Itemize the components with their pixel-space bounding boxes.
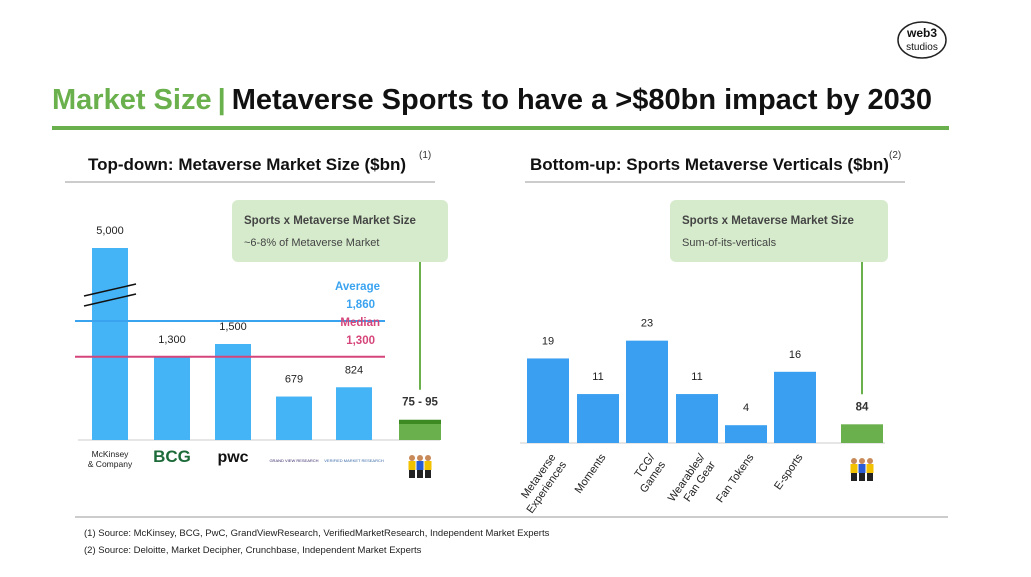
bar — [92, 248, 128, 440]
axis-break — [83, 283, 137, 297]
icon-part — [417, 470, 423, 478]
icon-part — [851, 458, 857, 464]
icon-part — [859, 458, 865, 464]
value-label: 5,000 — [96, 225, 124, 237]
icon-part — [425, 455, 431, 461]
x-tick-label: Fan Tokens — [714, 451, 757, 505]
footnote: (2) Source: Deloitte, Market Decipher, C… — [84, 545, 422, 556]
icon-part — [867, 473, 873, 481]
footnote: (1) Source: McKinsey, BCG, PwC, GrandVie… — [84, 528, 550, 539]
x-tick-label-line: Fan Tokens — [714, 451, 757, 505]
x-tick-label: MetaverseExperiences — [514, 451, 569, 515]
chart-title: Top-down: Metaverse Market Size ($bn) — [88, 155, 406, 174]
x-tick-label-line: BCG — [153, 447, 191, 466]
x-tick-label: VERIFIED MARKET RESEARCH — [324, 458, 384, 463]
bar — [577, 394, 619, 443]
total-label: 75 - 95 — [402, 397, 438, 409]
bar — [215, 344, 251, 440]
value-label: 11 — [592, 371, 603, 383]
icon-part — [408, 461, 416, 470]
x-tick-label: BCG — [153, 447, 191, 466]
value-label: 4 — [743, 402, 749, 414]
bar — [336, 387, 372, 440]
icon-part — [409, 455, 415, 461]
callout-title: Sports x Metaverse Market Size — [682, 215, 854, 227]
total-range — [399, 419, 441, 424]
icon-part — [867, 458, 873, 464]
sports-icon — [408, 455, 432, 478]
value-label: 1,500 — [219, 321, 247, 333]
chart-title: Bottom-up: Sports Metaverse Verticals ($… — [530, 155, 889, 174]
title-main: Metaverse Sports to have a >$80bn impact… — [232, 84, 932, 116]
slide-title: Market Size | Metaverse Sports to have a >… — [52, 84, 932, 116]
bar — [276, 396, 312, 440]
x-tick-label: Wearables/Fan Gear — [666, 451, 719, 512]
bar — [725, 425, 767, 443]
reference-value: 1,860 — [346, 299, 375, 311]
logo: web3 studios — [897, 21, 947, 59]
total-bar — [841, 424, 883, 443]
callout-text: Sum-of-its-verticals — [682, 237, 777, 249]
x-tick-label: McKinsey & Company — [88, 449, 133, 469]
x-tick-label-line: & Company — [88, 459, 133, 469]
x-tick-label: GRAND VIEW RESEARCH — [269, 458, 318, 463]
icon-part — [416, 461, 424, 470]
callout-box — [232, 200, 448, 262]
reference-value: 1,300 — [346, 335, 375, 347]
title-rule — [52, 126, 949, 130]
reference-name: Average — [335, 281, 380, 293]
total-label: 84 — [856, 401, 869, 413]
x-tick-label-line: VERIFIED MARKET RESEARCH — [324, 458, 384, 463]
value-label: 23 — [641, 318, 653, 330]
value-label: 679 — [285, 374, 303, 386]
note-ref: (1) — [419, 150, 431, 161]
bar — [626, 340, 668, 443]
x-tick-label: Moments — [573, 451, 609, 495]
icon-part — [424, 461, 432, 470]
x-tick-label: pwc — [217, 449, 248, 466]
sports-icon — [850, 458, 874, 481]
x-tick-label: TCG/Games — [627, 451, 668, 495]
note-ref: (2) — [889, 150, 901, 161]
x-tick-label-line: GRAND VIEW RESEARCH — [269, 458, 318, 463]
reference-name: Median — [340, 317, 380, 329]
value-label: 11 — [691, 371, 702, 383]
x-tick-label-line: Moments — [573, 451, 609, 495]
icon-part — [859, 473, 865, 481]
x-tick-label-line: E-sports — [772, 451, 806, 492]
value-label: 19 — [542, 335, 554, 347]
bar — [774, 371, 816, 443]
x-tick-label-line: pwc — [217, 449, 248, 466]
icon-part — [409, 470, 415, 478]
callout-title: Sports x Metaverse Market Size — [244, 215, 416, 227]
x-tick-label-line: McKinsey — [92, 449, 130, 459]
icon-part — [850, 464, 858, 473]
logo-text: studios — [906, 42, 938, 53]
title-prefix: Market Size — [52, 84, 212, 116]
icon-part — [425, 470, 431, 478]
icon-part — [417, 455, 423, 461]
callout-text: ~6-8% of Metaverse Market — [244, 237, 379, 249]
icon-part — [866, 464, 874, 473]
value-label: 824 — [345, 364, 363, 376]
logo-text: web3 — [906, 26, 937, 40]
icon-part — [858, 464, 866, 473]
total-bar — [399, 424, 441, 440]
bar — [676, 394, 718, 443]
value-label: 1,300 — [158, 334, 186, 346]
bar — [154, 356, 190, 440]
icon-part — [851, 473, 857, 481]
axis-break — [83, 293, 137, 307]
value-label: 16 — [789, 349, 801, 361]
title-separator: | — [218, 84, 226, 116]
x-tick-label: E-sports — [772, 451, 806, 492]
callout-box — [670, 200, 888, 262]
bar — [527, 358, 569, 443]
